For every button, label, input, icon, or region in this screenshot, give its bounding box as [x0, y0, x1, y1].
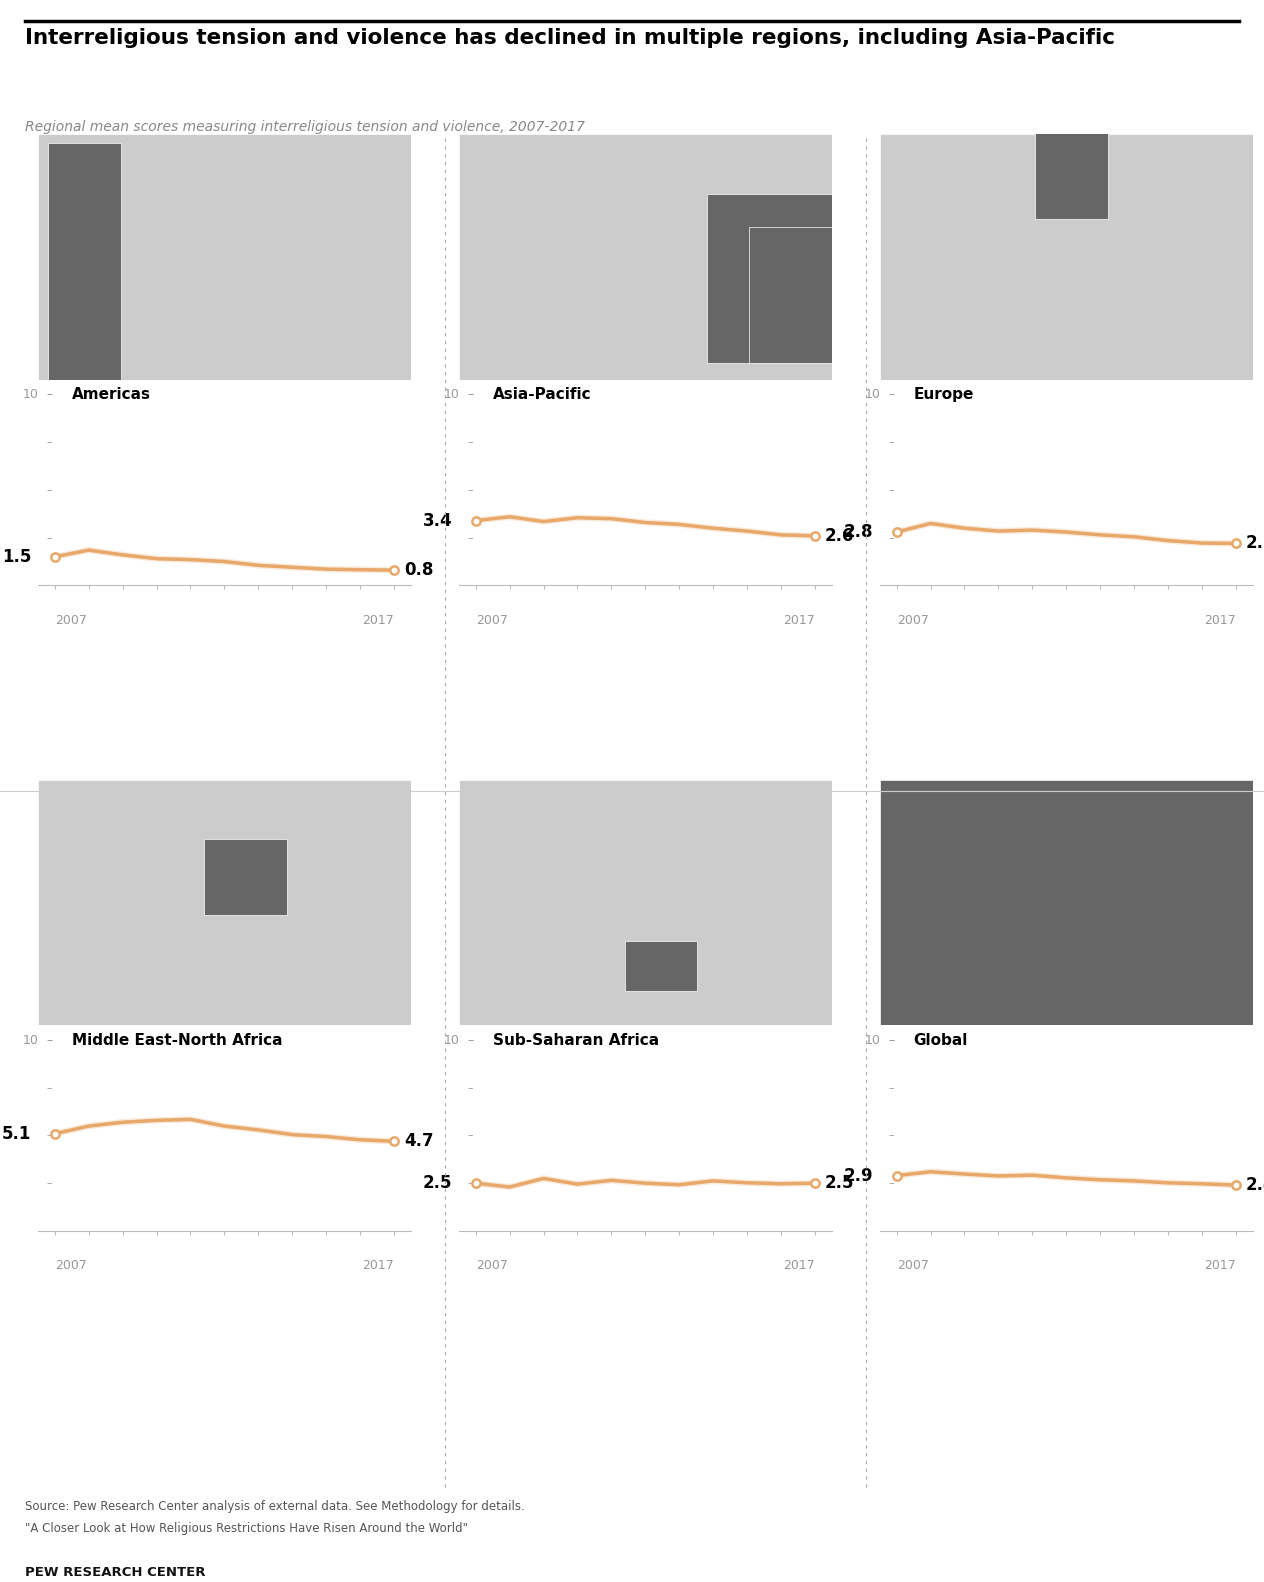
Text: 5.1: 5.1	[1, 1125, 32, 1142]
Text: –: –	[468, 486, 473, 495]
Text: Source: Pew Research Center analysis of external data. See Methodology for detai: Source: Pew Research Center analysis of …	[25, 1500, 525, 1512]
Text: –: –	[889, 1035, 895, 1047]
Text: 2007: 2007	[896, 1259, 929, 1272]
Text: –: –	[889, 1179, 894, 1188]
Text: –: –	[468, 1084, 473, 1093]
Text: –: –	[47, 1084, 52, 1093]
Text: –: –	[889, 1131, 894, 1141]
Text: 10: 10	[444, 389, 460, 402]
Text: –: –	[47, 1179, 52, 1188]
Text: –: –	[468, 438, 473, 448]
Text: –: –	[889, 533, 894, 543]
Text: –: –	[47, 389, 53, 402]
Bar	[708, 193, 832, 362]
Text: 1.5: 1.5	[1, 547, 32, 566]
Text: –: –	[468, 1131, 473, 1141]
Text: 2017: 2017	[782, 614, 815, 626]
Text: –: –	[468, 1179, 473, 1188]
Text: –: –	[889, 486, 894, 495]
Text: –: –	[468, 1035, 474, 1047]
Text: Regional mean scores measuring interreligious tension and violence, 2007-2017: Regional mean scores measuring interreli…	[25, 120, 585, 134]
Text: Global: Global	[914, 1033, 968, 1047]
Text: 2007: 2007	[475, 1259, 508, 1272]
Text: –: –	[889, 438, 894, 448]
Text: 2017: 2017	[1203, 614, 1236, 626]
Text: PEW RESEARCH CENTER: PEW RESEARCH CENTER	[25, 1566, 206, 1579]
Text: 2007: 2007	[54, 1259, 87, 1272]
Text: Sub-Saharan Africa: Sub-Saharan Africa	[493, 1033, 659, 1047]
Text: 2.2: 2.2	[1246, 535, 1264, 552]
Text: Americas: Americas	[72, 388, 150, 402]
Text: 3.4: 3.4	[422, 511, 453, 530]
Text: 2007: 2007	[54, 614, 87, 626]
Text: 10: 10	[865, 389, 881, 402]
Text: –: –	[468, 389, 474, 402]
Text: 2017: 2017	[782, 1259, 815, 1272]
Text: –: –	[468, 533, 473, 543]
Text: –: –	[47, 438, 52, 448]
Text: 4.7: 4.7	[404, 1133, 434, 1150]
Text: 0.8: 0.8	[404, 562, 434, 579]
Text: Interreligious tension and violence has declined in multiple regions, including : Interreligious tension and violence has …	[25, 28, 1115, 49]
Text: 2017: 2017	[362, 1259, 394, 1272]
Text: 2.9: 2.9	[843, 1166, 873, 1185]
Text: –: –	[889, 1084, 894, 1093]
Text: "A Closer Look at How Religious Restrictions Have Risen Around the World": "A Closer Look at How Religious Restrict…	[25, 1522, 468, 1535]
Text: 10: 10	[444, 1035, 460, 1047]
Text: 2.8: 2.8	[843, 524, 873, 541]
Text: 2017: 2017	[362, 614, 394, 626]
Text: 2.5: 2.5	[825, 1174, 854, 1193]
Text: –: –	[47, 533, 52, 543]
Bar	[1035, 127, 1107, 218]
Text: –: –	[889, 389, 895, 402]
Text: 10: 10	[865, 1035, 881, 1047]
Text: –: –	[47, 1035, 53, 1047]
Text: 2.4: 2.4	[1246, 1175, 1264, 1194]
Text: Asia-Pacific: Asia-Pacific	[493, 388, 592, 402]
Text: 2007: 2007	[475, 614, 508, 626]
Bar	[748, 228, 832, 362]
Text: 2007: 2007	[896, 614, 929, 626]
Bar	[48, 142, 121, 380]
Text: 2.6: 2.6	[825, 527, 854, 544]
Bar	[624, 941, 696, 992]
Text: 2017: 2017	[1203, 1259, 1236, 1272]
Text: –: –	[47, 486, 52, 495]
Text: 10: 10	[23, 1035, 39, 1047]
Text: 10: 10	[23, 389, 39, 402]
Text: –: –	[47, 1131, 52, 1141]
Text: Europe: Europe	[914, 388, 975, 402]
Text: Middle East-North Africa: Middle East-North Africa	[72, 1033, 282, 1047]
Bar	[204, 838, 287, 916]
Text: 2.5: 2.5	[422, 1174, 453, 1193]
